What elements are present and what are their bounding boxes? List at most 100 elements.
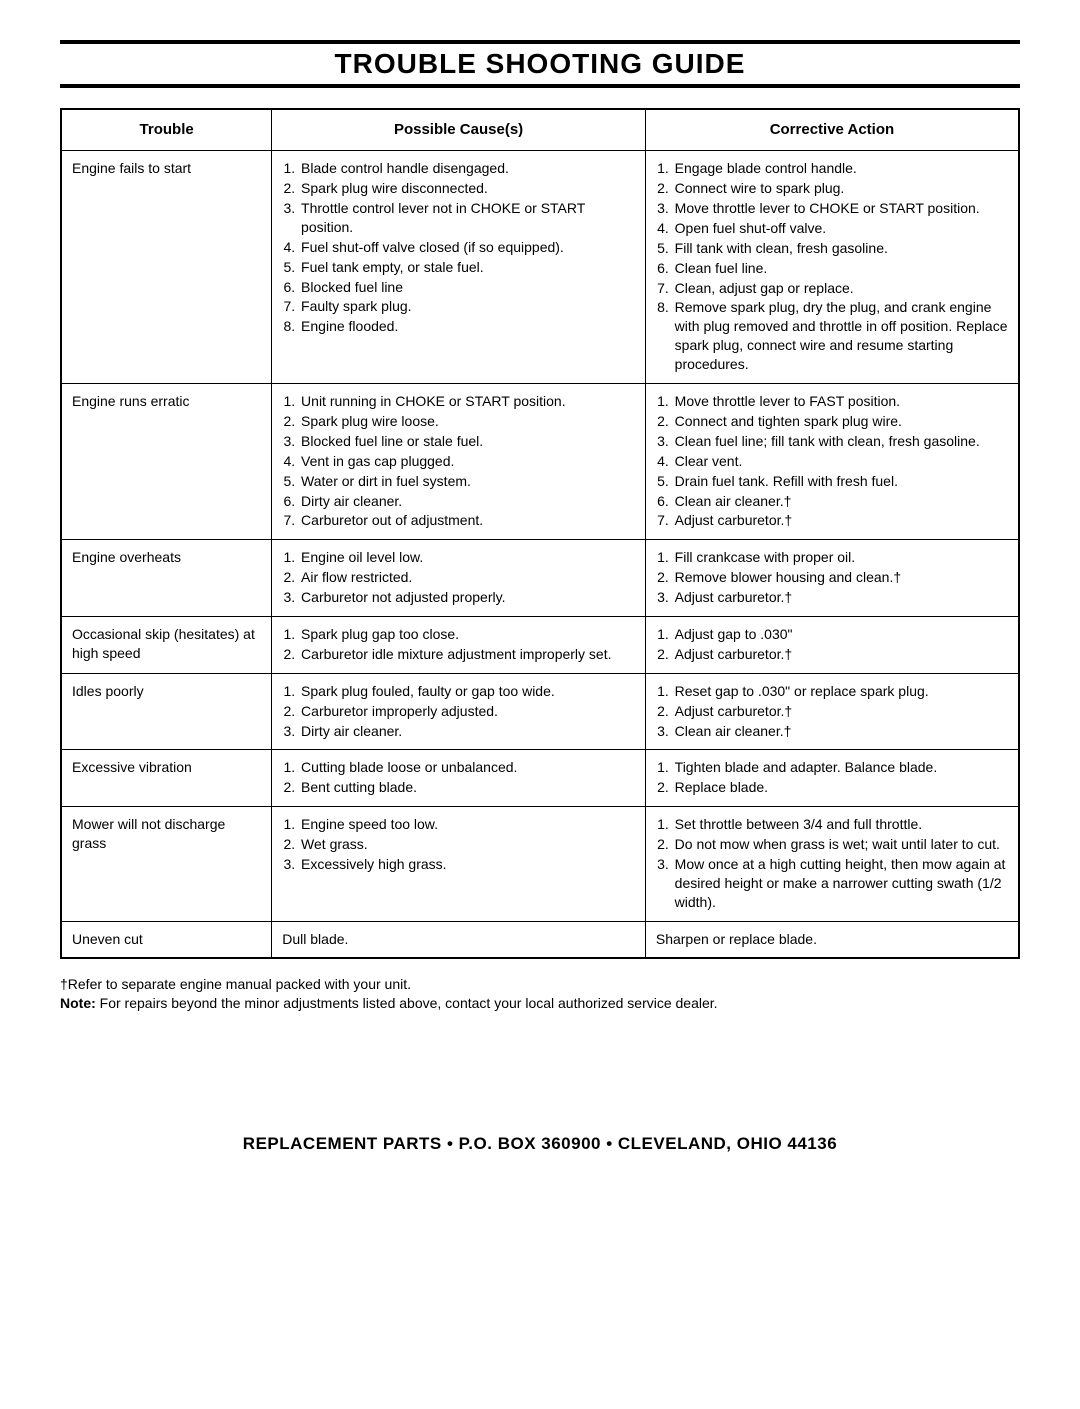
trouble-cell: Engine fails to start — [61, 151, 272, 384]
action-cell: Adjust gap to .030"Adjust carburetor.† — [645, 616, 1019, 673]
action-item: Fill tank with clean, fresh gasoline. — [673, 239, 1008, 258]
action-item: Clean air cleaner.† — [673, 492, 1008, 511]
cause-item: Spark plug wire disconnected. — [299, 179, 635, 198]
action-item: Fill crankcase with proper oil. — [673, 548, 1008, 567]
action-item: Clean fuel line; fill tank with clean, f… — [673, 432, 1008, 451]
replacement-parts-line: REPLACEMENT PARTS • P.O. BOX 360900 • CL… — [60, 1134, 1020, 1154]
action-item: Remove blower housing and clean.† — [673, 568, 1008, 587]
trouble-cell: Uneven cut — [61, 921, 272, 957]
trouble-cell: Engine overheats — [61, 540, 272, 617]
cause-item: Engine flooded. — [299, 317, 635, 336]
page-title-container: TROUBLE SHOOTING GUIDE — [60, 40, 1020, 88]
action-item: Connect and tighten spark plug wire. — [673, 412, 1008, 431]
table-row: Mower will not discharge grassEngine spe… — [61, 807, 1019, 921]
cause-item: Carburetor idle mixture adjustment impro… — [299, 645, 635, 664]
cause-list: Engine speed too low.Wet grass.Excessive… — [282, 815, 635, 874]
action-item: Adjust carburetor.† — [673, 645, 1008, 664]
action-item: Clean fuel line. — [673, 259, 1008, 278]
cause-item: Spark plug gap too close. — [299, 625, 635, 644]
cause-item: Cutting blade loose or unbalanced. — [299, 758, 635, 777]
action-item: Clean, adjust gap or replace. — [673, 279, 1008, 298]
trouble-cell: Idles poorly — [61, 673, 272, 750]
action-item: Adjust carburetor.† — [673, 511, 1008, 530]
cause-cell: Engine speed too low.Wet grass.Excessive… — [272, 807, 646, 921]
troubleshooting-table: Trouble Possible Cause(s) Corrective Act… — [60, 108, 1020, 959]
cause-cell: Blade control handle disengaged.Spark pl… — [272, 151, 646, 384]
action-item: Clean air cleaner.† — [673, 722, 1008, 741]
cause-cell: Cutting blade loose or unbalanced.Bent c… — [272, 750, 646, 807]
action-item: Replace blade. — [673, 778, 1008, 797]
cause-item: Air flow restricted. — [299, 568, 635, 587]
action-list: Set throttle between 3/4 and full thrott… — [656, 815, 1008, 911]
cause-cell: Unit running in CHOKE or START position.… — [272, 384, 646, 540]
footnote-note: Note: For repairs beyond the minor adjus… — [60, 994, 1020, 1014]
action-item: Adjust gap to .030" — [673, 625, 1008, 644]
action-item: Clear vent. — [673, 452, 1008, 471]
action-cell: Reset gap to .030" or replace spark plug… — [645, 673, 1019, 750]
action-item: Mow once at a high cutting height, then … — [673, 855, 1008, 912]
trouble-cell: Occasional skip (hesitates) at high spee… — [61, 616, 272, 673]
table-row: Occasional skip (hesitates) at high spee… — [61, 616, 1019, 673]
cause-item: Blade control handle disengaged. — [299, 159, 635, 178]
cause-item: Dirty air cleaner. — [299, 492, 635, 511]
cause-item: Spark plug wire loose. — [299, 412, 635, 431]
action-cell: Set throttle between 3/4 and full thrott… — [645, 807, 1019, 921]
action-cell: Fill crankcase with proper oil.Remove bl… — [645, 540, 1019, 617]
table-row: Engine fails to startBlade control handl… — [61, 151, 1019, 384]
action-list: Tighten blade and adapter. Balance blade… — [656, 758, 1008, 797]
cause-item: Dirty air cleaner. — [299, 722, 635, 741]
action-item: Connect wire to spark plug. — [673, 179, 1008, 198]
footnote-note-label: Note: — [60, 995, 96, 1011]
action-item: Drain fuel tank. Refill with fresh fuel. — [673, 472, 1008, 491]
cause-item: Throttle control lever not in CHOKE or S… — [299, 199, 635, 237]
action-cell: Move throttle lever to FAST position.Con… — [645, 384, 1019, 540]
cause-item: Carburetor improperly adjusted. — [299, 702, 635, 721]
cause-item: Blocked fuel line — [299, 278, 635, 297]
table-row: Engine overheatsEngine oil level low.Air… — [61, 540, 1019, 617]
action-item: Adjust carburetor.† — [673, 588, 1008, 607]
footnotes: †Refer to separate engine manual packed … — [60, 975, 1020, 1014]
table-row: Excessive vibration Cutting blade loose o… — [61, 750, 1019, 807]
action-item: Move throttle lever to FAST position. — [673, 392, 1008, 411]
page-title: TROUBLE SHOOTING GUIDE — [335, 48, 746, 79]
action-list: Reset gap to .030" or replace spark plug… — [656, 682, 1008, 741]
cause-list: Engine oil level low.Air flow restricted… — [282, 548, 635, 607]
header-cause: Possible Cause(s) — [272, 109, 646, 151]
cause-list: Spark plug gap too close.Carburetor idle… — [282, 625, 635, 664]
action-item: Set throttle between 3/4 and full thrott… — [673, 815, 1008, 834]
action-cell: Engage blade control handle.Connect wire… — [645, 151, 1019, 384]
action-cell: Tighten blade and adapter. Balance blade… — [645, 750, 1019, 807]
cause-item: Wet grass. — [299, 835, 635, 854]
table-row: Engine runs erraticUnit running in CHOKE… — [61, 384, 1019, 540]
action-item: Tighten blade and adapter. Balance blade… — [673, 758, 1008, 777]
trouble-cell: Excessive vibration — [61, 750, 272, 807]
cause-item: Carburetor out of adjustment. — [299, 511, 635, 530]
table-row: Uneven cutDull blade.Sharpen or replace … — [61, 921, 1019, 957]
action-cell: Sharpen or replace blade. — [645, 921, 1019, 957]
cause-item: Water or dirt in fuel system. — [299, 472, 635, 491]
cause-item: Spark plug fouled, faulty or gap too wid… — [299, 682, 635, 701]
action-item: Move throttle lever to CHOKE or START po… — [673, 199, 1008, 218]
cause-item: Bent cutting blade. — [299, 778, 635, 797]
cause-item: Excessively high grass. — [299, 855, 635, 874]
cause-cell: Spark plug gap too close.Carburetor idle… — [272, 616, 646, 673]
cause-list: Cutting blade loose or unbalanced.Bent c… — [282, 758, 635, 797]
action-item: Remove spark plug, dry the plug, and cra… — [673, 298, 1008, 374]
action-list: Engage blade control handle.Connect wire… — [656, 159, 1008, 374]
cause-cell: Dull blade. — [272, 921, 646, 957]
cause-item: Unit running in CHOKE or START position. — [299, 392, 635, 411]
action-item: Engage blade control handle. — [673, 159, 1008, 178]
action-item: Do not mow when grass is wet; wait until… — [673, 835, 1008, 854]
cause-item: Engine oil level low. — [299, 548, 635, 567]
cause-list: Spark plug fouled, faulty or gap too wid… — [282, 682, 635, 741]
cause-item: Faulty spark plug. — [299, 297, 635, 316]
cause-list: Unit running in CHOKE or START position.… — [282, 392, 635, 530]
action-item: Adjust carburetor.† — [673, 702, 1008, 721]
cause-item: Vent in gas cap plugged. — [299, 452, 635, 471]
table-row: Idles poorly Spark plug fouled, faulty or… — [61, 673, 1019, 750]
header-action: Corrective Action — [645, 109, 1019, 151]
cause-item: Carburetor not adjusted properly. — [299, 588, 635, 607]
action-list: Fill crankcase with proper oil.Remove bl… — [656, 548, 1008, 607]
trouble-cell: Engine runs erratic — [61, 384, 272, 540]
footnote-note-text: For repairs beyond the minor adjustments… — [96, 995, 718, 1011]
